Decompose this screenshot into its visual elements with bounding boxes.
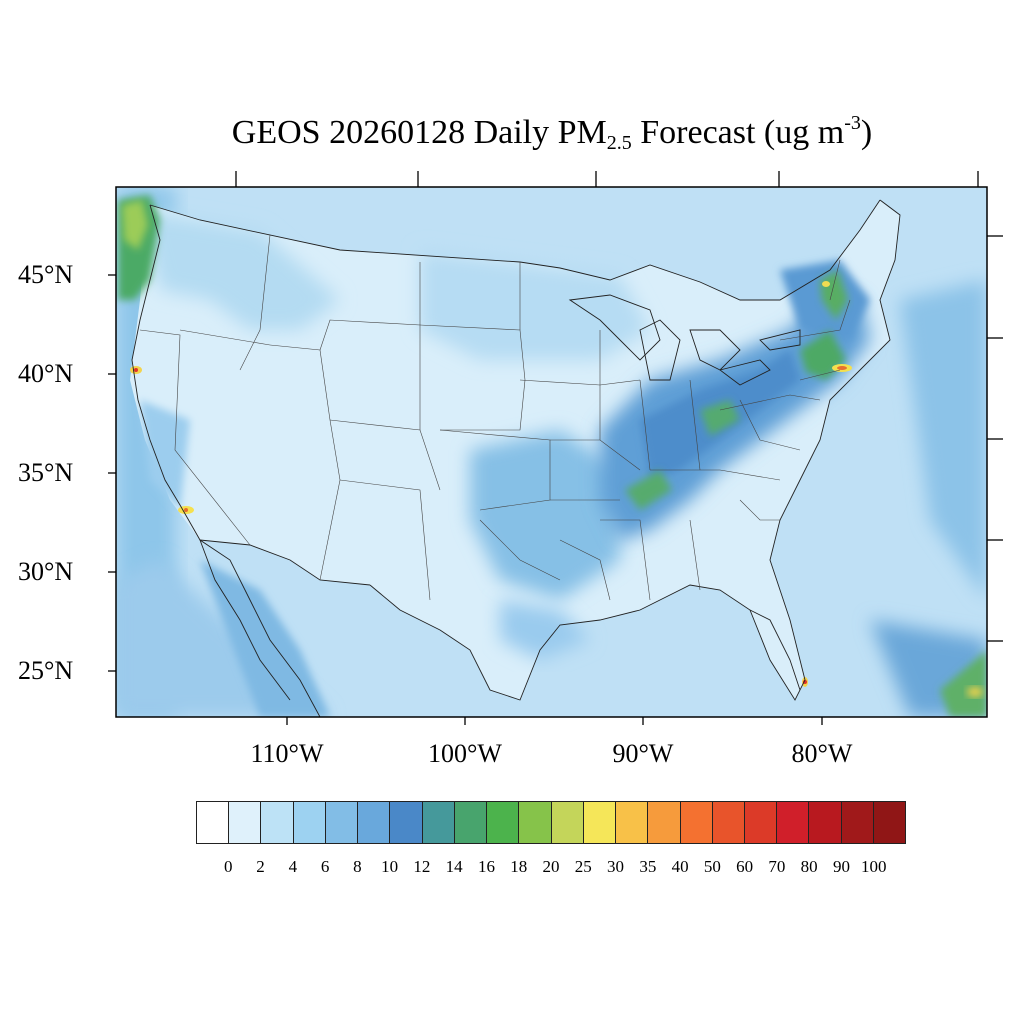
us-mexico-border xyxy=(199,539,371,586)
colorbar-box xyxy=(325,802,359,843)
colorbar-box xyxy=(873,802,906,843)
colorbar-box xyxy=(229,802,262,843)
colorbar-box xyxy=(422,802,455,843)
lon-label-90w: 90°W xyxy=(612,739,674,768)
map-frame xyxy=(115,186,988,718)
colorbar-tick-label: 35 xyxy=(639,857,657,876)
colorbar-tick-label: 25 xyxy=(574,857,592,876)
colorbar-tick-label: 4 xyxy=(288,857,298,876)
colorbar-tick-label: 40 xyxy=(671,857,689,876)
lat-label-45n: 45°N xyxy=(18,260,74,289)
colorbar-tick-label: 6 xyxy=(320,857,330,876)
state-borders xyxy=(139,234,851,601)
lat-label-25n: 25°N xyxy=(18,656,74,685)
colorbar-box xyxy=(777,802,810,843)
axis-ticks xyxy=(108,171,1003,725)
colorbar-tick-label: 2 xyxy=(256,857,265,876)
boundaries xyxy=(131,199,901,717)
gulf-coast xyxy=(369,199,901,701)
lat-label-30n: 30°N xyxy=(18,557,74,586)
colorbar-tick-label: 14 xyxy=(445,857,463,876)
colorbar-tick-label: 12 xyxy=(413,857,431,876)
colorbar-box xyxy=(712,802,745,843)
colorbar-box xyxy=(583,802,617,843)
colorbar-tick-label: 60 xyxy=(736,857,754,876)
colorbar-tick-label: 8 xyxy=(353,857,362,876)
colorbar-box xyxy=(841,802,874,843)
colorbar-box xyxy=(809,802,842,843)
coastline xyxy=(131,204,321,717)
colorbar-box xyxy=(744,802,778,843)
lat-label-35n: 35°N xyxy=(18,458,74,487)
colorbar-tick-label: 70 xyxy=(768,857,786,876)
lat-label-40n: 40°N xyxy=(18,359,74,388)
colorbar-box xyxy=(648,802,681,843)
colorbar-tick-label: 100 xyxy=(860,857,887,876)
colorbar-box xyxy=(197,802,230,843)
lon-label-80w: 80°W xyxy=(791,739,853,768)
colorbar-box xyxy=(519,802,552,843)
map-title: GEOS 20260128 Daily PM2.5 Forecast (ug m… xyxy=(231,112,873,154)
colorbar-tick-label: 20 xyxy=(542,857,560,876)
colorbar-tick-label: 0 xyxy=(224,857,233,876)
colorbar-tick-label: 18 xyxy=(510,857,528,876)
colorbar-box xyxy=(551,802,584,843)
colorbar-box xyxy=(261,802,294,843)
colorbar-box xyxy=(487,802,520,843)
colorbar-tick-label: 50 xyxy=(703,857,721,876)
colorbar-box xyxy=(680,802,713,843)
colorbar-tick-label: 90 xyxy=(832,857,850,876)
lon-label-100w: 100°W xyxy=(428,739,502,768)
lon-label-110w: 110°W xyxy=(250,739,324,768)
colorbar-tick-label: 30 xyxy=(607,857,625,876)
us-canada-border xyxy=(149,199,881,301)
colorbar-box xyxy=(616,802,649,843)
colorbar-tick-label: 16 xyxy=(477,857,495,876)
colorbar xyxy=(196,801,906,844)
map-field xyxy=(116,187,987,717)
colorbar-box xyxy=(454,802,488,843)
colorbar-tick-label: 10 xyxy=(381,857,399,876)
colorbar-box xyxy=(390,802,423,843)
colorbar-tick-label: 80 xyxy=(800,857,818,876)
colorbar-box xyxy=(358,802,391,843)
colorbar-box xyxy=(293,802,326,843)
